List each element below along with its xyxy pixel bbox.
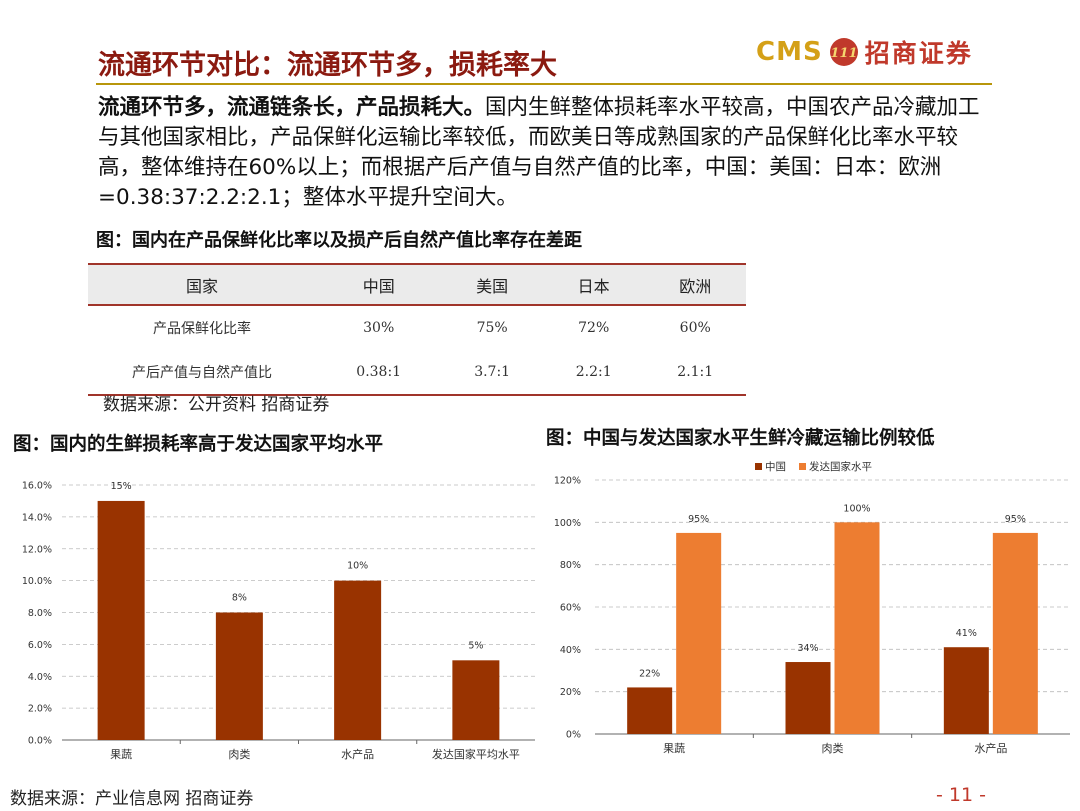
y-tick-label: 14.0% [22, 512, 52, 523]
bar [97, 500, 145, 740]
table-header-cell: 国家 [88, 263, 316, 306]
comparison-table: 国家 中国 美国 日本 欧洲 产品保鲜化比率 30% 75% 72% 60% 产… [88, 263, 746, 396]
table-cell: 75% [476, 320, 508, 336]
y-tick-label: 2.0% [28, 704, 52, 715]
logo-emblem-text: 111 [830, 46, 857, 61]
legend-swatch [799, 463, 806, 470]
y-tick-label: 80% [560, 560, 581, 571]
cms-logo: CMS 111 招商证券 [756, 32, 973, 72]
table-header-row: 国家 中国 美国 日本 欧洲 [88, 263, 746, 306]
table-title: 图：国内在产品保鲜化比率以及损产后自然产值比率存在差距 [96, 230, 582, 251]
page-number: - 11 - [936, 784, 986, 806]
bar [992, 532, 1038, 734]
x-tick-label: 果蔬 [663, 742, 685, 755]
y-tick-label: 10.0% [22, 576, 52, 587]
x-tick-label: 发达国家平均水平 [432, 747, 520, 761]
logo-emblem-icon: 111 [829, 38, 858, 66]
data-label: 5% [468, 640, 483, 651]
table-cell: 0.38:1 [316, 350, 442, 396]
table-cell: 2.1:1 [644, 350, 746, 396]
table-source: 数据来源：公开资料 招商证券 [103, 395, 330, 415]
logo-cms-text: CMS [756, 37, 823, 67]
y-tick-label: 20% [560, 687, 581, 698]
data-label: 95% [1005, 514, 1026, 525]
table-row: 产后产值与自然产值比 0.38:1 3.7:1 2.2:1 2.1:1 [88, 350, 746, 396]
bar [943, 647, 989, 734]
y-tick-label: 100% [554, 518, 581, 529]
bar [452, 660, 500, 740]
table-cell: 2.2:1 [542, 350, 645, 396]
table-row: 产品保鲜化比率 30% 75% 72% 60% [88, 305, 746, 350]
table-header-cell: 日本 [542, 263, 645, 306]
chart2-title: 图：中国与发达国家水平生鲜冷藏运输比例较低 [546, 428, 935, 449]
logo-cn-text: 招商证券 [864, 39, 973, 68]
data-label: 15% [111, 481, 132, 492]
legend-label: 发达国家水平 [809, 460, 872, 473]
title-divider [96, 83, 992, 85]
y-tick-label: 0.0% [28, 736, 52, 747]
y-tick-label: 60% [560, 603, 581, 614]
x-tick-label: 水产品 [341, 747, 374, 761]
y-tick-label: 0% [566, 730, 581, 741]
intro-paragraph: 流通环节多，流通链条长，产品损耗大。国内生鲜整体损耗率水平较高，中国农产品冷藏加… [98, 93, 998, 213]
bar [627, 687, 673, 734]
legend-label: 中国 [765, 460, 786, 473]
y-tick-label: 8.0% [28, 608, 52, 619]
y-tick-label: 6.0% [28, 640, 52, 651]
data-label: 41% [956, 628, 977, 639]
data-label: 10% [347, 561, 368, 572]
table-cell: 60% [679, 320, 711, 336]
x-tick-label: 水产品 [974, 741, 1007, 755]
bar [215, 612, 263, 740]
data-label: 95% [688, 514, 709, 525]
loss-rate-chart: 0.0% 2.0% 4.0% 6.0% 8.0% 10.0% 12.0% 14.0% 16.0%… [22, 481, 535, 761]
footer-source: 数据来源：产业信息网 招商证券 [10, 789, 254, 809]
y-tick-label: 12.0% [22, 544, 52, 555]
bar [676, 532, 722, 734]
y-tick-label: 4.0% [28, 672, 52, 683]
data-label: 34% [797, 643, 818, 654]
bar [834, 522, 880, 734]
table-cell: 72% [578, 320, 610, 336]
table-header-cell: 欧洲 [644, 263, 746, 306]
table-cell: 3.7:1 [441, 350, 543, 396]
y-tick-label: 120% [554, 476, 581, 487]
bar [334, 580, 382, 740]
legend-swatch [755, 463, 762, 470]
table-header-cell: 中国 [316, 263, 442, 306]
x-tick-label: 果蔬 [110, 748, 132, 761]
y-tick-label: 40% [560, 645, 581, 656]
table-cell: 30% [363, 320, 395, 336]
intro-body: 国内生鲜整体损耗率水平较高，中国农产品冷藏加工与其他国家相比，产品保鲜化运输比率… [98, 95, 980, 210]
table-header-cell: 美国 [441, 263, 543, 306]
chart1-title: 图：国内的生鲜损耗率高于发达国家平均水平 [13, 434, 384, 455]
x-tick-label: 肉类 [822, 741, 844, 755]
page-title: 流通环节对比：流通环节多，损耗率大 [98, 50, 557, 81]
bar [785, 662, 831, 734]
x-tick-label: 肉类 [228, 747, 250, 761]
data-label: 100% [843, 503, 870, 514]
table-cell: 产品保鲜化比率 [153, 321, 251, 337]
data-label: 22% [639, 668, 660, 679]
y-tick-label: 16.0% [22, 481, 52, 492]
table-cell: 产后产值与自然产值比 [88, 350, 316, 396]
intro-lead: 流通环节多，流通链条长，产品损耗大。 [98, 95, 486, 120]
cold-chain-chart: 0% 20% 40% 60% 80% 100% 120% 中国 发达国家水平 22% 95% 果蔬 34… [554, 460, 1070, 755]
data-label: 8% [232, 593, 247, 604]
